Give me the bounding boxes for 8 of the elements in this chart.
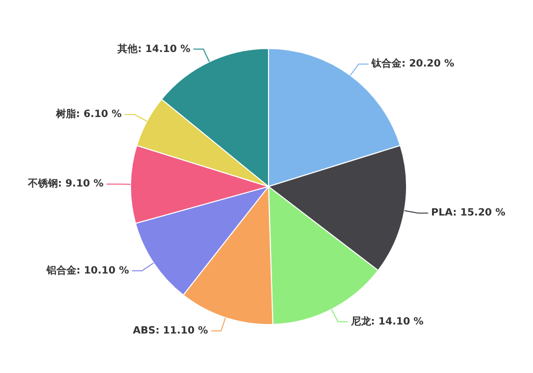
slice-label: 树脂: 6.10 %	[54, 108, 122, 120]
slice-label: 尼龙: 14.10 %	[350, 315, 424, 328]
slice-label: 其他: 14.10 %	[116, 42, 190, 55]
slice-label: PLA: 15.20 %	[431, 208, 506, 219]
slice-label: 不锈钢: 9.10 %	[26, 178, 104, 190]
slice-label: 铝合金: 10.10 %	[45, 264, 129, 276]
slice-label: 钛合金: 20.20 %	[370, 58, 454, 70]
slice-label: ABS: 11.10 %	[132, 326, 208, 337]
